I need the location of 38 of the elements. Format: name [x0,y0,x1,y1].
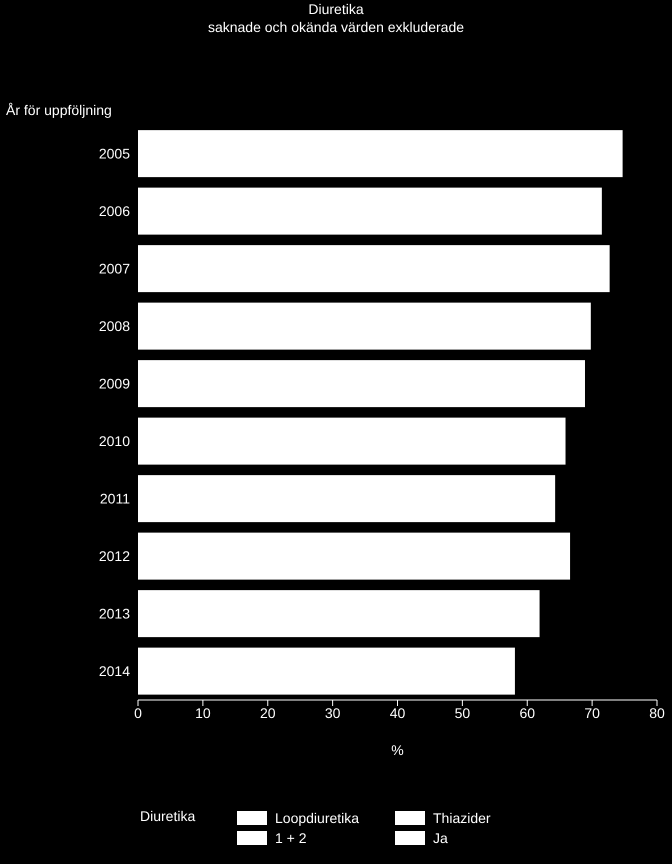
x-tick-label: 0 [134,704,142,721]
x-tick-label: 70 [584,704,600,721]
y-tick-label: 2009 [98,376,130,392]
y-axis-title: År för uppföljning [6,102,112,118]
legend-label: 1 + 2 [275,830,308,846]
legend-label: Thiazider [433,810,492,826]
chart-subtitle: saknade och okända värden exkluderade [206,18,466,36]
y-tick-label: 2014 [98,663,130,680]
bar [138,590,540,638]
y-tick-label: 2006 [98,203,130,220]
bar [138,475,556,522]
x-tick-label: 60 [519,704,536,721]
legend-label: Ja [433,830,449,846]
y-tick-label: 2013 [98,606,130,622]
y-tick-label: 2005 [98,146,130,162]
x-tick-label: 20 [260,704,276,721]
bar [138,360,585,408]
y-tick-label: 2012 [98,548,130,564]
x-tick-label: 50 [454,704,470,721]
bar [138,188,602,235]
bar [138,302,591,350]
y-tick-label: 2010 [98,433,130,450]
bar [138,418,566,465]
bar [138,130,623,178]
y-tick-label: 2011 [100,490,130,507]
y-tick-label: 2008 [98,318,130,334]
x-tick-label: 10 [195,704,211,721]
x-tick-label: 80 [649,704,665,721]
x-tick-label: 30 [324,704,341,721]
x-axis-title: % [390,742,405,758]
bar [138,245,610,292]
legend-label: Loopdiuretika [275,810,360,826]
x-tick-label: 40 [390,704,406,721]
bar [138,648,515,695]
bar [138,532,570,580]
chart-title: Diuretika [307,0,365,18]
y-tick-label: 2007 [98,260,130,277]
legend-title: Diuretika [140,808,196,826]
